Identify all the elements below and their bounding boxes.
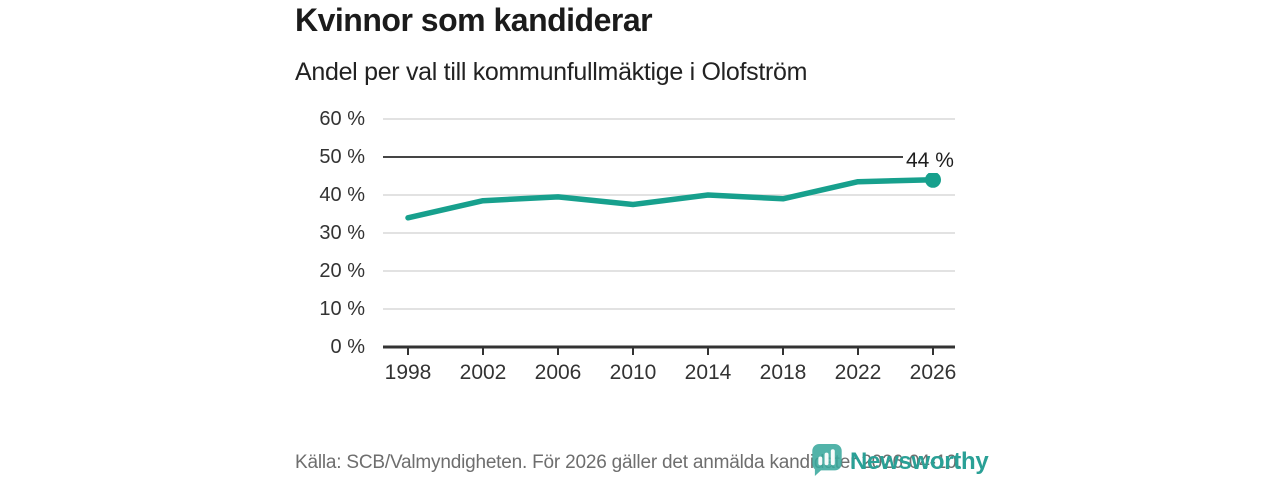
endpoint-value-label: 44 % — [903, 149, 957, 173]
newsworthy-logo: Newsworthy — [811, 444, 989, 476]
bar-chart-bubble-icon — [812, 444, 842, 476]
x-tick-label: 2014 — [684, 361, 732, 384]
x-tick-label: 2022 — [834, 361, 882, 384]
plot-area — [383, 118, 955, 355]
chart-title: Kvinnor som kandiderar — [295, 2, 653, 38]
chart-subtitle: Andel per val till kommunfullmäktige i O… — [295, 58, 808, 86]
brand-name: Newsworthy — [850, 448, 989, 475]
y-tick-label: 10 % — [319, 298, 365, 320]
y-tick-label: 30 % — [319, 222, 365, 244]
series-line — [405, 177, 936, 221]
y-tick-label: 40 % — [319, 184, 365, 206]
y-tick-label: 50 % — [319, 146, 365, 168]
y-tick-label: 60 % — [319, 108, 365, 130]
x-tick-label: 1998 — [384, 361, 432, 384]
x-tick-label: 2006 — [534, 361, 582, 384]
source-note: Källa: SCB/Valmyndigheten. För 2026 gäll… — [295, 452, 962, 473]
y-tick-label: 20 % — [319, 260, 365, 282]
y-tick-label: 0 % — [330, 336, 365, 358]
bubble-bars — [818, 449, 835, 466]
x-tick-label: 2026 — [909, 361, 957, 384]
x-axis-ticks — [407, 347, 934, 355]
x-tick-label: 2002 — [459, 361, 507, 384]
x-tick-label: 2010 — [609, 361, 657, 384]
x-tick-label: 2018 — [759, 361, 807, 384]
gridlines — [383, 118, 955, 310]
end-dot — [925, 171, 941, 188]
